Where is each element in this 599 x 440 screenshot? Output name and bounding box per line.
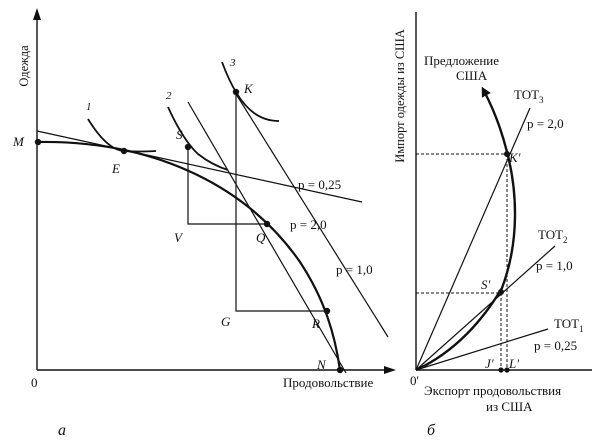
point-j-prime: [498, 367, 504, 373]
point-n: [336, 366, 344, 374]
point-q: [263, 220, 271, 228]
tot1-price-label: p = 0,25: [534, 338, 577, 353]
panel-a-x-axis-arrow-icon: [384, 366, 396, 374]
tot2-subscript: 2: [563, 235, 568, 245]
tot2-price-label: p = 1,0: [536, 258, 573, 273]
point-l-prime: [504, 367, 510, 373]
tot3-name: TOT: [514, 87, 539, 102]
tot2-name: TOT: [538, 227, 563, 242]
label-v: V: [174, 230, 184, 245]
label-curve-1: 1: [86, 101, 92, 113]
label-k: K: [243, 81, 254, 96]
label-price-025: p = 0,25: [298, 177, 341, 192]
panel-b-caption: б: [427, 422, 436, 439]
panel-a-y-axis-label: Одежда: [17, 45, 31, 87]
panel-a-origin: 0: [31, 375, 38, 390]
offer-curve-label-line1: Предложение: [424, 53, 499, 68]
label-n: N: [316, 357, 327, 372]
label-k-prime: K': [508, 150, 521, 165]
point-s: [184, 143, 192, 151]
label-q: Q: [256, 230, 266, 245]
tot3-label: TOT3: [514, 87, 544, 105]
price-line-025: [36, 130, 363, 203]
panel-b-x-axis-label-line2: из США: [486, 399, 533, 414]
panel-b-origin: 0': [410, 373, 419, 388]
label-r: R: [311, 316, 320, 331]
label-m: M: [12, 134, 25, 149]
point-e: [120, 147, 128, 155]
tot1-subscript: 1: [579, 324, 584, 334]
panel-a-y-axis-arrow-icon: [33, 8, 41, 20]
point-k-prime: [504, 151, 510, 157]
label-s: S: [176, 127, 183, 142]
point-r: [323, 307, 331, 315]
label-e: E: [111, 161, 120, 176]
panel-b: Импорт одежды из США Экспорт продовольст…: [393, 12, 592, 439]
tot3-subscript: 3: [539, 95, 544, 105]
indifference-curve-2: [167, 106, 229, 171]
label-price-20: p = 2,0: [290, 217, 327, 232]
trade-triangle-krg: [235, 92, 327, 312]
offer-curve-label-line2: США: [456, 68, 488, 83]
label-l-prime: L': [508, 356, 519, 371]
trade-triangle-sqv: [187, 147, 267, 225]
label-g: G: [221, 314, 231, 329]
label-price-10: p = 1,0: [336, 262, 373, 277]
tot2-label: TOT2: [538, 227, 568, 245]
tot3-price-label: p = 2,0: [527, 116, 564, 131]
point-m: [34, 138, 42, 146]
panel-a-x-axis-label: Продовольствие: [283, 375, 373, 390]
tot1-ray: [415, 328, 549, 371]
panel-b-x-axis-label-line1: Экспорт продовольствия: [424, 383, 561, 398]
tot3-ray: [415, 107, 531, 371]
tot1-name: TOT: [554, 316, 579, 331]
price-line-10: [235, 93, 389, 338]
panel-a: Одежда Продовольствие 0 M E S K V Q G R …: [12, 8, 396, 439]
label-curve-3: 3: [229, 57, 236, 69]
label-j-prime: J': [485, 356, 494, 371]
price-line-20: [187, 101, 347, 374]
indifference-curve-3: [221, 61, 280, 122]
panel-a-caption: а: [58, 422, 66, 439]
label-s-prime: S': [481, 277, 491, 292]
point-s-prime: [498, 289, 504, 295]
tot2-ray: [415, 245, 556, 371]
indifference-curve-1: [87, 118, 157, 153]
point-k: [232, 88, 240, 96]
panel-b-y-axis-label: Импорт одежды из США: [393, 29, 407, 163]
tot1-label: TOT1: [554, 316, 584, 334]
label-curve-2: 2: [166, 90, 172, 102]
us-offer-curve: [415, 86, 517, 372]
